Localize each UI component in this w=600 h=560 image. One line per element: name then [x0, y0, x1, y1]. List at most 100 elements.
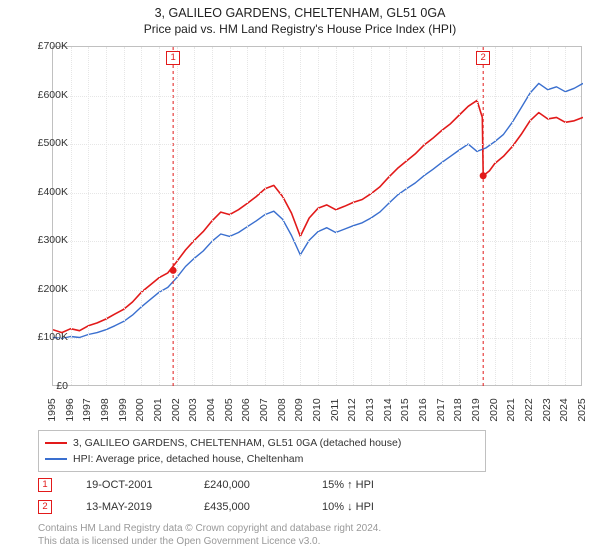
grid-line-v	[512, 47, 513, 385]
y-tick-label: £0	[56, 380, 68, 392]
x-tick-label: 2024	[558, 398, 570, 421]
x-tick-label: 2023	[541, 398, 553, 421]
price-chart: 12	[52, 46, 582, 386]
y-tick-label: £600K	[38, 89, 68, 101]
x-tick-label: 2015	[399, 398, 411, 421]
page-title: 3, GALILEO GARDENS, CHELTENHAM, GL51 0GA	[0, 6, 600, 20]
arrow-icon: ↑	[347, 479, 353, 491]
x-tick-label: 2000	[134, 398, 146, 421]
y-tick-label: £200K	[38, 283, 68, 295]
x-tick-label: 2025	[576, 398, 588, 421]
grid-line-v	[141, 47, 142, 385]
x-tick-label: 2014	[382, 398, 394, 421]
grid-line-v	[194, 47, 195, 385]
grid-line-h	[53, 144, 581, 145]
x-tick-label: 2007	[258, 398, 270, 421]
y-tick-label: £500K	[38, 137, 68, 149]
grid-line-v	[424, 47, 425, 385]
grid-line-v	[371, 47, 372, 385]
arrow-icon: ↓	[347, 501, 353, 513]
marker-badge-2: 2	[476, 51, 490, 65]
x-tick-label: 1996	[64, 398, 76, 421]
grid-line-v	[71, 47, 72, 385]
x-tick-label: 2020	[488, 398, 500, 421]
y-tick-label: £100K	[38, 331, 68, 343]
x-tick-label: 1997	[81, 398, 93, 421]
x-tick-label: 2022	[523, 398, 535, 421]
grid-line-v	[212, 47, 213, 385]
grid-line-v	[283, 47, 284, 385]
x-tick-label: 2009	[293, 398, 305, 421]
grid-line-v	[336, 47, 337, 385]
y-tick-label: £700K	[38, 40, 68, 52]
x-tick-label: 2002	[170, 398, 182, 421]
x-tick-label: 1998	[99, 398, 111, 421]
grid-line-h	[53, 338, 581, 339]
grid-line-v	[389, 47, 390, 385]
x-tick-label: 2012	[346, 398, 358, 421]
legend-row: 3, GALILEO GARDENS, CHELTENHAM, GL51 0GA…	[45, 435, 479, 451]
y-tick-label: £300K	[38, 234, 68, 246]
x-tick-label: 2013	[364, 398, 376, 421]
grid-line-v	[265, 47, 266, 385]
x-tick-label: 2019	[470, 398, 482, 421]
grid-line-v	[495, 47, 496, 385]
x-tick-label: 2011	[329, 399, 341, 422]
transaction-date: 19-OCT-2001	[86, 479, 170, 491]
x-tick-label: 2010	[311, 398, 323, 421]
grid-line-v	[406, 47, 407, 385]
legend-swatch	[45, 458, 67, 460]
x-tick-label: 1995	[46, 398, 58, 421]
x-tick-label: 2006	[240, 398, 252, 421]
grid-line-v	[124, 47, 125, 385]
footer-line-1: Contains HM Land Registry data © Crown c…	[38, 522, 381, 535]
grid-line-v	[177, 47, 178, 385]
footer-attribution: Contains HM Land Registry data © Crown c…	[38, 522, 381, 548]
grid-line-h	[53, 290, 581, 291]
x-tick-label: 2021	[505, 398, 517, 421]
transaction-marker: 1	[38, 478, 52, 492]
grid-line-v	[106, 47, 107, 385]
transactions-table: 1 19-OCT-2001 £240,000 15% ↑ HPI 2 13-MAY-201…	[38, 474, 406, 518]
grid-line-v	[459, 47, 460, 385]
x-tick-label: 2018	[452, 398, 464, 421]
grid-line-h	[53, 241, 581, 242]
chart-legend: 3, GALILEO GARDENS, CHELTENHAM, GL51 0GA…	[38, 430, 486, 472]
x-tick-label: 2016	[417, 398, 429, 421]
transaction-marker: 2	[38, 500, 52, 514]
marker-dot-2	[480, 172, 487, 179]
transaction-delta: 15% ↑ HPI	[322, 479, 406, 491]
x-tick-label: 2001	[152, 398, 164, 421]
legend-label: HPI: Average price, detached house, Chel…	[73, 453, 303, 465]
grid-line-v	[230, 47, 231, 385]
grid-line-v	[477, 47, 478, 385]
grid-line-v	[442, 47, 443, 385]
grid-line-v	[353, 47, 354, 385]
legend-label: 3, GALILEO GARDENS, CHELTENHAM, GL51 0GA…	[73, 437, 401, 449]
x-tick-label: 2017	[435, 398, 447, 421]
marker-dot-1	[170, 267, 177, 274]
x-tick-label: 2005	[223, 398, 235, 421]
grid-line-h	[53, 193, 581, 194]
grid-line-v	[159, 47, 160, 385]
grid-line-v	[88, 47, 89, 385]
transaction-date: 13-MAY-2019	[86, 501, 170, 513]
transaction-delta: 10% ↓ HPI	[322, 501, 406, 513]
x-tick-label: 1999	[117, 398, 129, 421]
grid-line-v	[565, 47, 566, 385]
transaction-row: 2 13-MAY-2019 £435,000 10% ↓ HPI	[38, 496, 406, 518]
grid-line-v	[530, 47, 531, 385]
grid-line-v	[300, 47, 301, 385]
transaction-price: £240,000	[204, 479, 288, 491]
grid-line-h	[53, 96, 581, 97]
footer-line-2: This data is licensed under the Open Gov…	[38, 535, 381, 548]
transaction-price: £435,000	[204, 501, 288, 513]
grid-line-v	[548, 47, 549, 385]
grid-line-v	[247, 47, 248, 385]
grid-line-v	[318, 47, 319, 385]
legend-swatch	[45, 442, 67, 444]
transaction-row: 1 19-OCT-2001 £240,000 15% ↑ HPI	[38, 474, 406, 496]
x-tick-label: 2003	[187, 398, 199, 421]
x-tick-label: 2008	[276, 398, 288, 421]
marker-badge-1: 1	[166, 51, 180, 65]
